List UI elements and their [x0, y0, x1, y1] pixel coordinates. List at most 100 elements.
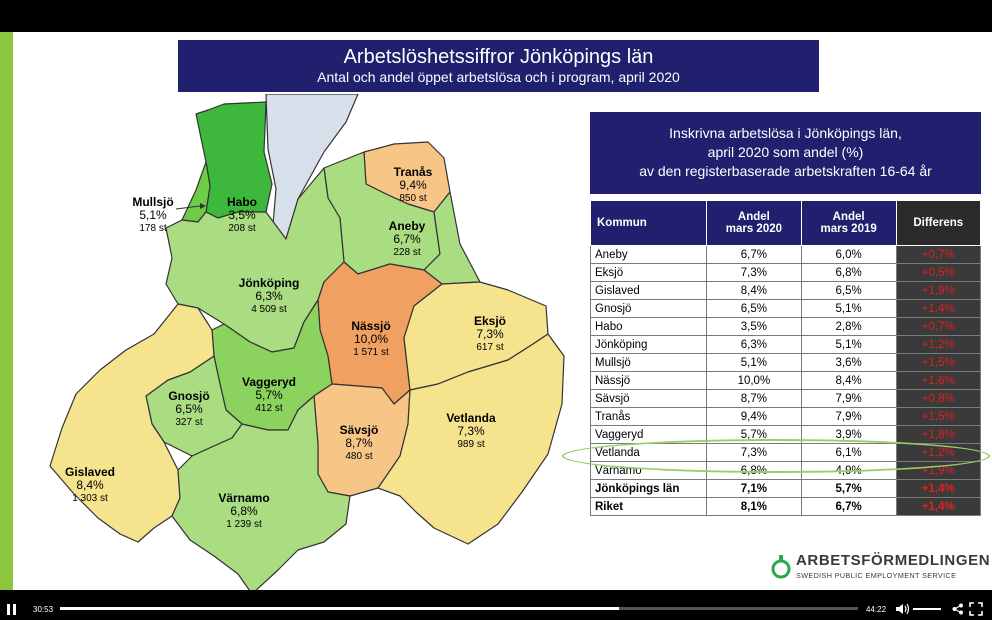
cell-differens: +0,7%: [895, 245, 981, 264]
cell-andel-2019: 8,4%: [800, 371, 897, 390]
table-row: Nässjö 10,0% 8,4% +1,6%: [590, 371, 981, 390]
cell-andel-2019: 5,7%: [800, 479, 897, 498]
municipality-count: 989 st: [457, 439, 485, 450]
cell-andel-2019: 6,7%: [800, 497, 897, 516]
cell-kommun: Vetlanda: [590, 443, 707, 462]
unemployment-table: Kommun Andel mars 2020 Andel mars 2019 Dif…: [590, 200, 981, 516]
municipality-name: Habo: [227, 195, 257, 209]
cell-andel-2019: 3,9%: [800, 425, 897, 444]
table-row: Sävsjö 8,7% 7,9% +0,8%: [590, 389, 981, 408]
cell-andel-2019: 6,5%: [800, 281, 897, 300]
pause-icon[interactable]: [6, 604, 18, 615]
cell-kommun: Jönköping: [590, 335, 707, 354]
municipality-count: 327 st: [175, 417, 203, 428]
cell-andel-2019: 3,6%: [800, 353, 897, 372]
slide-title: Arbetslöshetssiffror Jönköpings län: [343, 46, 654, 68]
cell-kommun: Vaggeryd: [590, 425, 707, 444]
map-svg: [49, 94, 565, 590]
cell-differens: +1,2%: [895, 443, 981, 462]
volume-slider[interactable]: [913, 608, 941, 610]
cell-kommun: Gislaved: [590, 281, 707, 300]
cell-kommun: Gnosjö: [590, 299, 707, 318]
column-header-2019: Andel mars 2019: [800, 200, 897, 246]
cell-andel-2020: 6,7%: [706, 245, 802, 264]
cell-kommun: Jönköpings län: [590, 479, 707, 498]
cell-kommun: Riket: [590, 497, 707, 516]
label-jonkoping: Jönköping 6,3% 4 509 st: [239, 277, 300, 316]
table-row: Habo 3,5% 2,8% +0,7%: [590, 317, 981, 336]
municipality-percent: 6,3%: [255, 289, 283, 303]
label-aneby: Aneby 6,7% 228 st: [389, 220, 426, 259]
table-heading-line: april 2020 som andel (%): [707, 144, 864, 160]
cell-andel-2019: 6,0%: [800, 245, 897, 264]
cell-kommun: Aneby: [590, 245, 707, 264]
cell-andel-2020: 8,1%: [706, 497, 802, 516]
cell-differens: +1,5%: [895, 407, 981, 426]
cell-andel-2019: 5,1%: [800, 335, 897, 354]
municipality-percent: 6,8%: [230, 504, 258, 518]
column-header-differens: Differens: [895, 200, 981, 246]
table-row: Jönköping 6,3% 5,1% +1,2%: [590, 335, 981, 354]
cell-differens: +1,6%: [895, 371, 981, 390]
fullscreen-icon[interactable]: [969, 602, 983, 616]
volume-icon[interactable]: [896, 603, 910, 615]
municipality-count: 1 571 st: [353, 347, 389, 358]
municipality-count: 4 509 st: [251, 304, 287, 315]
cell-kommun: Mullsjö: [590, 353, 707, 372]
cell-andel-2020: 7,3%: [706, 263, 802, 282]
video-player-controls: 30:53 44:22: [0, 598, 992, 620]
cell-andel-2019: 7,9%: [800, 389, 897, 408]
label-savsjo: Sävsjö 8,7% 480 st: [340, 424, 379, 463]
municipality-count: 178 st: [139, 223, 167, 234]
cell-kommun: Tranås: [590, 407, 707, 426]
current-time: 30:53: [33, 605, 54, 614]
cell-kommun: Habo: [590, 317, 707, 336]
cell-differens: +1,5%: [895, 353, 981, 372]
label-tranas: Tranås 9,4% 850 st: [394, 166, 433, 205]
cell-andel-2019: 6,8%: [800, 263, 897, 282]
table-heading: Inskrivna arbetslösa i Jönköpings län, a…: [590, 112, 981, 194]
municipality-count: 480 st: [345, 451, 373, 462]
region-varnamo: [171, 395, 351, 590]
table-row: Riket 8,1% 6,7% +1,4%: [590, 497, 981, 516]
logo-tagline: SWEDISH PUBLIC EMPLOYMENT SERVICE: [796, 571, 957, 580]
cell-differens: +0,5%: [895, 263, 981, 282]
municipality-name: Jönköping: [238, 276, 300, 290]
progress-bar[interactable]: [60, 607, 858, 610]
municipality-name: Gnosjö: [168, 389, 210, 403]
region-vetlanda: [377, 333, 565, 545]
municipality-name: Nässjö: [351, 319, 391, 333]
column-header-2020: Andel mars 2020: [706, 200, 802, 246]
logo-name: ARBETSFÖRMEDLINGEN: [796, 552, 991, 569]
cell-andel-2019: 5,1%: [800, 299, 897, 318]
label-habo: Habo 3,5% 208 st: [227, 196, 257, 235]
cell-andel-2020: 5,7%: [706, 425, 802, 444]
share-icon[interactable]: [952, 603, 964, 615]
municipality-name: Eksjö: [473, 314, 507, 328]
cell-kommun: Nässjö: [590, 371, 707, 390]
cell-differens: +1,9%: [895, 461, 981, 480]
cell-andel-2019: 6,1%: [800, 443, 897, 462]
municipality-count: 1 239 st: [226, 519, 262, 530]
municipality-name: Vetlanda: [446, 411, 496, 425]
municipality-percent: 8,7%: [345, 436, 373, 450]
cell-andel-2020: 8,7%: [706, 389, 802, 408]
region-gislaved: [49, 303, 215, 543]
cell-andel-2020: 7,3%: [706, 443, 802, 462]
table-header-row: Kommun Andel mars 2020 Andel mars 2019 Dif…: [590, 200, 981, 246]
municipality-percent: 5,7%: [255, 388, 283, 402]
accent-bar: [0, 32, 13, 590]
cell-kommun: Sävsjö: [590, 389, 707, 408]
label-vetlanda: Vetlanda 7,3% 989 st: [446, 412, 495, 451]
county-map: Mullsjö 5,1% 178 st Habo 3,5% 208 st Tra…: [28, 94, 588, 590]
cell-differens: +1,2%: [895, 335, 981, 354]
table-row: Gislaved 8,4% 6,5% +1,9%: [590, 281, 981, 300]
municipality-percent: 3,5%: [228, 208, 256, 222]
cell-differens: +1,4%: [895, 479, 981, 498]
cell-andel-2020: 8,4%: [706, 281, 802, 300]
table-row: Mullsjö 5,1% 3,6% +1,5%: [590, 353, 981, 372]
table-row: Gnosjö 6,5% 5,1% +1,4%: [590, 299, 981, 318]
table-row: Värnamo 6,8% 4,9% +1,9%: [590, 461, 981, 480]
arbetsformedlingen-logo: ARBETSFÖRMEDLINGEN SWEDISH PUBLIC EMPLOY…: [770, 550, 990, 586]
cell-differens: +1,4%: [895, 497, 981, 516]
